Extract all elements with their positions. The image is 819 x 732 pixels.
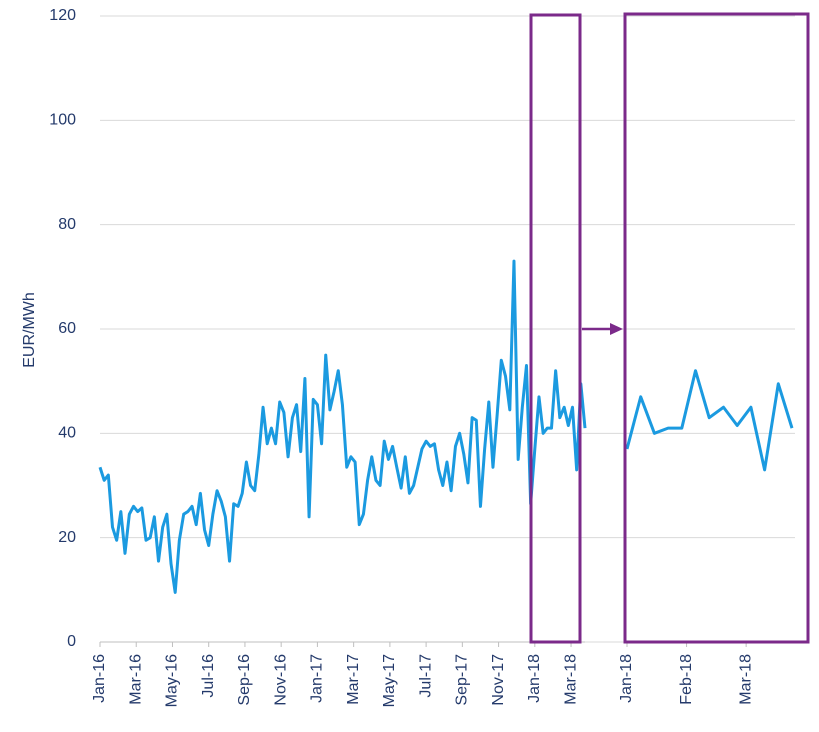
y-tick-label: 0	[67, 633, 76, 650]
x-tick-label: Sep-16	[236, 654, 253, 706]
data-line	[98, 259, 587, 594]
data-line	[625, 369, 794, 472]
x-tick-label: Mar-18	[737, 654, 754, 705]
zoom-arrow-head	[610, 323, 623, 335]
x-tick-label: May-16	[164, 654, 181, 707]
x-tick-label: Mar-18	[562, 654, 579, 705]
x-tick-label: Nov-17	[490, 654, 507, 706]
x-tick-label: Jan-18	[618, 654, 635, 703]
zoom-source-box	[529, 13, 582, 644]
x-tick-label: Jul-16	[200, 654, 217, 698]
x-tick-label: Nov-16	[272, 654, 289, 706]
x-tick-label: Jan-18	[526, 654, 543, 703]
x-tick-label: Mar-16	[127, 654, 144, 705]
x-tick-label: Feb-18	[678, 654, 695, 705]
zoom-target-box	[623, 12, 810, 644]
x-tick-label: Jul-17	[417, 654, 434, 698]
y-tick-label: 20	[58, 529, 76, 546]
x-tick-label: Jan-17	[309, 654, 326, 703]
y-axis-label: EUR/MWh	[21, 292, 38, 368]
x-tick-label: Mar-17	[345, 654, 362, 705]
y-tick-label: 60	[58, 320, 76, 337]
y-tick-label: 120	[49, 7, 76, 24]
x-tick-label: Sep-17	[454, 654, 471, 706]
x-tick-label: May-17	[381, 654, 398, 707]
x-tick-label: Jan-16	[91, 654, 108, 703]
y-tick-label: 40	[58, 425, 76, 442]
y-tick-label: 100	[49, 112, 76, 129]
plot: 0 20 40 60 80 100 120 Jan-16 Mar-16 May-16 Jul-16 S…	[49, 7, 795, 707]
y-tick-label: 80	[58, 216, 76, 233]
